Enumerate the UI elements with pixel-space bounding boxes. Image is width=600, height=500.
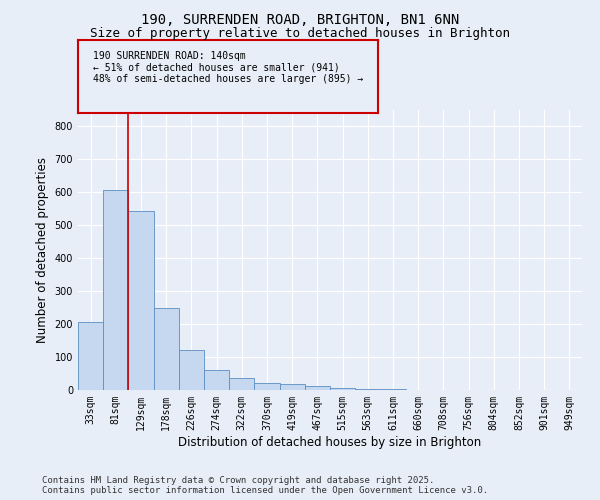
Text: Size of property relative to detached houses in Brighton: Size of property relative to detached ho… <box>90 28 510 40</box>
Text: 190, SURRENDEN ROAD, BRIGHTON, BN1 6NN: 190, SURRENDEN ROAD, BRIGHTON, BN1 6NN <box>141 12 459 26</box>
Bar <box>204 370 229 390</box>
Bar <box>355 389 380 390</box>
Bar <box>254 383 280 390</box>
Bar <box>179 350 204 390</box>
Bar <box>330 388 355 390</box>
Y-axis label: Number of detached properties: Number of detached properties <box>36 157 49 343</box>
Bar <box>103 190 128 390</box>
Bar <box>78 322 103 390</box>
X-axis label: Distribution of detached houses by size in Brighton: Distribution of detached houses by size … <box>178 436 482 448</box>
Bar <box>128 211 154 390</box>
Bar <box>280 384 305 390</box>
Text: Contains HM Land Registry data © Crown copyright and database right 2025.
Contai: Contains HM Land Registry data © Crown c… <box>42 476 488 495</box>
Bar <box>229 378 254 390</box>
Text: 190 SURRENDEN ROAD: 140sqm
← 51% of detached houses are smaller (941)
48% of sem: 190 SURRENDEN ROAD: 140sqm ← 51% of deta… <box>93 51 363 84</box>
Bar <box>154 308 179 390</box>
Bar <box>305 386 330 390</box>
